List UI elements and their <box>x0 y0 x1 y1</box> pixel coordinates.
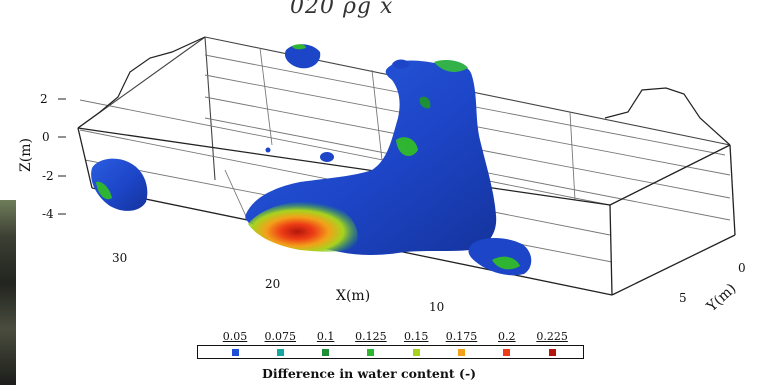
colorbar-tick-label: 0.225 <box>536 330 568 343</box>
speck-2 <box>265 147 271 153</box>
plume-mid-green <box>396 137 418 156</box>
z-tick-label: 2 <box>40 92 48 106</box>
z-tick-label: -2 <box>42 169 54 183</box>
colorbar-swatch <box>412 349 420 356</box>
x-tick-label: 20 <box>265 277 280 291</box>
blob-left-green <box>96 181 112 200</box>
colorbar-title: Difference in water content (-) <box>262 366 477 381</box>
plume-upper-green <box>419 96 431 109</box>
z-tick-label: 0 <box>42 130 50 144</box>
colorbar-swatch <box>503 349 511 356</box>
x-tick-label: 10 <box>429 300 444 314</box>
isosurface-blobs <box>91 44 532 276</box>
hotspot-high-content <box>248 201 358 252</box>
z-axis-label: Z(m) <box>18 138 34 172</box>
box-front-edges <box>77 127 736 296</box>
terrain-profile-right <box>604 87 731 146</box>
colorbar-tick-label: 0.15 <box>403 330 429 343</box>
z-axis-tick-marks <box>58 98 66 215</box>
x-axis-label: X(m) <box>336 288 370 304</box>
blob-right-lower <box>468 238 532 276</box>
colorbar-swatch <box>276 349 284 356</box>
colorbar-tick-label: 0.125 <box>355 330 387 343</box>
colorbar-tick-label: 0.05 <box>222 330 248 343</box>
colorbar-tick-label: 0.175 <box>445 330 478 343</box>
photo-edge <box>0 200 16 385</box>
z-tick-label: -4 <box>42 207 54 221</box>
y-axis-label: Y(m) <box>703 281 739 316</box>
blob-top-right-small <box>392 59 410 69</box>
x-tick-label: 30 <box>112 251 127 265</box>
colorbar-swatch <box>367 349 375 356</box>
colorbar-swatch <box>322 349 330 356</box>
colorbar <box>197 345 584 359</box>
plume-top-green <box>434 60 468 72</box>
y-tick-label: 0 <box>738 261 746 275</box>
blob-right-lower-green <box>492 256 520 270</box>
colorbar-swatch <box>458 349 465 356</box>
colorbar-tick-label: 0.075 <box>264 330 297 343</box>
terrain-profile-left <box>77 36 206 129</box>
blob-top-small-green <box>292 44 306 50</box>
colorbar-tick-label: 0.2 <box>498 330 516 343</box>
colorbar-swatch <box>231 349 239 356</box>
colorbar-tick-label: 0.1 <box>316 330 335 343</box>
colorbar-swatch <box>548 349 556 356</box>
speck-1 <box>320 152 334 162</box>
figure-title-fragment: 020 ρg x <box>290 0 394 19</box>
blob-top-small <box>284 44 321 69</box>
y-tick-label: 5 <box>679 291 687 305</box>
